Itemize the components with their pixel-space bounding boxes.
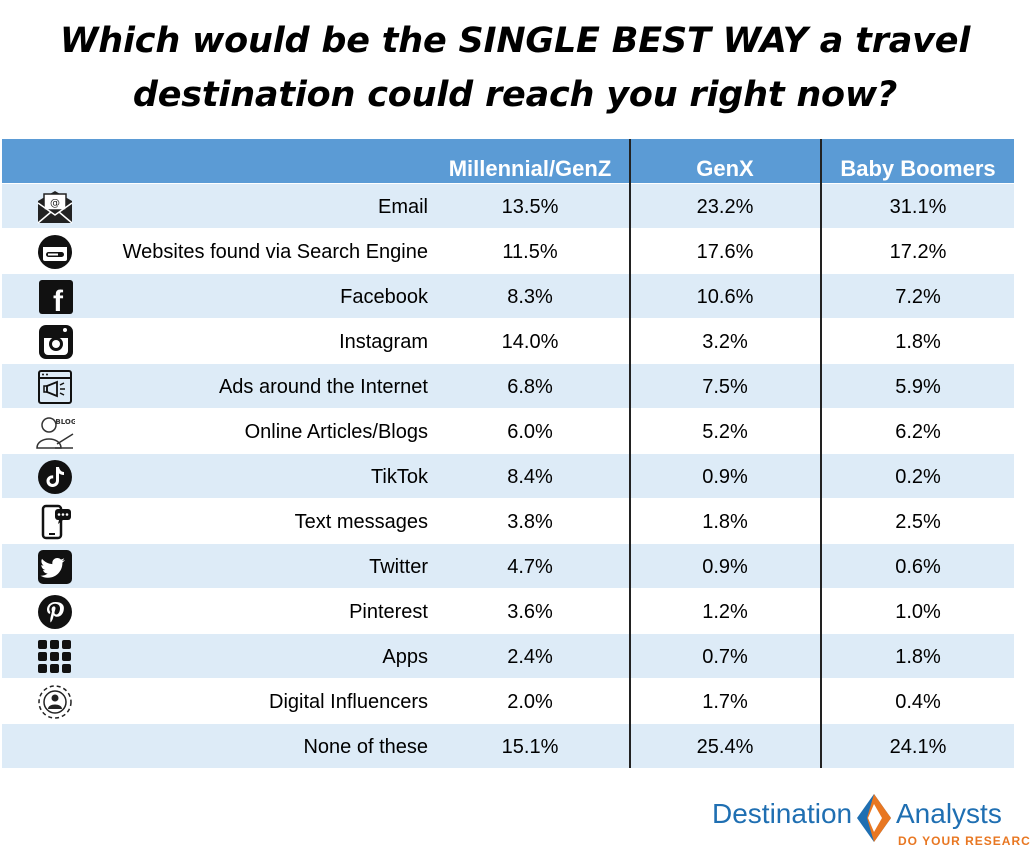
- cell-value: 25.4%: [696, 736, 754, 758]
- cell-value: 5.9%: [895, 376, 941, 398]
- table-row: Twitter 4.7% 0.9% 0.6%: [2, 543, 1014, 588]
- results-table: Millennial/GenZ GenX Baby Boomers @ Email…: [2, 139, 1014, 768]
- destination-analysts-logo: Destination Analysts DO YOUR RESEARCH: [712, 790, 1030, 850]
- cell-value: 15.1%: [501, 736, 559, 758]
- cell-value: 1.8%: [895, 646, 941, 668]
- cell-value: 3.6%: [507, 601, 553, 623]
- logo-tagline: DO YOUR RESEARCH: [898, 834, 1030, 848]
- table-header: Millennial/GenZ GenX Baby Boomers: [2, 139, 1014, 183]
- row-label: Twitter: [369, 556, 428, 578]
- cell-value: 6.0%: [507, 421, 553, 443]
- cell-value: 6.8%: [507, 376, 553, 398]
- pinterest-icon: [35, 594, 75, 630]
- cell-value: 3.8%: [507, 511, 553, 533]
- cell-value: 7.5%: [702, 376, 748, 398]
- cell-value: 2.4%: [507, 646, 553, 668]
- cell-value: 1.7%: [702, 691, 748, 713]
- svg-text:f: f: [53, 285, 64, 315]
- row-label: Online Articles/Blogs: [244, 421, 428, 443]
- column-header-genx: GenX: [696, 156, 754, 181]
- title-line-1: Which would be the SINGLE BEST WAY a tra…: [59, 21, 971, 61]
- cell-value: 0.6%: [895, 556, 941, 578]
- cell-value: 7.2%: [895, 286, 941, 308]
- cell-value: 10.6%: [696, 286, 754, 308]
- cell-value: 1.8%: [702, 511, 748, 533]
- instagram-icon: [35, 324, 75, 360]
- ads-icon: [35, 369, 75, 405]
- svg-text:@: @: [50, 198, 60, 209]
- cell-value: 1.8%: [895, 331, 941, 353]
- logo-text-analysts: Analysts: [896, 798, 1002, 829]
- cell-value: 11.5%: [502, 241, 558, 263]
- table-row: @ Email 13.5% 23.2% 31.1%: [2, 183, 1014, 228]
- table-row: f Facebook 8.3% 10.6% 7.2%: [2, 273, 1014, 318]
- row-label: Pinterest: [349, 601, 428, 623]
- cell-value: 1.2%: [702, 601, 748, 623]
- table-row: Websites found via Search Engine 11.5% 17.…: [2, 228, 1014, 273]
- row-label: Text messages: [294, 511, 428, 533]
- column-divider: [629, 139, 631, 768]
- column-divider: [820, 139, 822, 768]
- tiktok-icon: [35, 459, 75, 495]
- column-header-millennial-genz: Millennial/GenZ: [448, 156, 612, 181]
- cell-value: 1.0%: [895, 601, 941, 623]
- cell-value: 3.2%: [702, 331, 748, 353]
- search-engine-icon: [35, 234, 75, 270]
- row-label: Digital Influencers: [269, 691, 428, 713]
- cell-value: 14.0%: [501, 331, 559, 353]
- title-line-2: destination could reach you right now?: [132, 75, 898, 115]
- diamond-logo-icon: [857, 794, 891, 842]
- cell-value: 0.2%: [895, 466, 941, 488]
- table-body: @ Email 13.5% 23.2% 31.1% Websites found via …: [2, 183, 1014, 768]
- blog-icon: BLOG: [35, 414, 75, 450]
- cell-value: 31.1%: [889, 196, 947, 218]
- table-row: TikTok 8.4% 0.9% 0.2%: [2, 453, 1014, 498]
- row-label: Apps: [382, 646, 428, 668]
- cell-value: 5.2%: [702, 421, 748, 443]
- table-row: Instagram 14.0% 3.2% 1.8%: [2, 318, 1014, 363]
- cell-value: 13.5%: [501, 196, 559, 218]
- influencer-icon: [35, 684, 75, 720]
- table-row: None of these 15.1% 25.4% 24.1%: [2, 723, 1014, 768]
- cell-value: 17.6%: [696, 241, 754, 263]
- cell-value: 0.7%: [702, 646, 748, 668]
- cell-value: 2.5%: [895, 511, 941, 533]
- table-row: Ads around the Internet 6.8% 7.5% 5.9%: [2, 363, 1014, 408]
- row-label: Ads around the Internet: [218, 376, 428, 398]
- cell-value: 2.0%: [507, 691, 553, 713]
- cell-value: 8.3%: [507, 286, 553, 308]
- cell-value: 6.2%: [895, 421, 941, 443]
- cell-value: 0.9%: [702, 466, 748, 488]
- facebook-icon: f: [35, 279, 75, 315]
- cell-value: 0.9%: [702, 556, 748, 578]
- twitter-icon: [35, 549, 75, 585]
- cell-value: 24.1%: [889, 736, 947, 758]
- table-row: Text messages 3.8% 1.8% 2.5%: [2, 498, 1014, 543]
- column-header-baby-boomers: Baby Boomers: [840, 156, 996, 181]
- row-label: None of these: [303, 736, 428, 758]
- chart-title: Which would be the SINGLE BEST WAY a tra…: [0, 14, 1030, 122]
- cell-value: 17.2%: [889, 241, 947, 263]
- row-label: Facebook: [340, 286, 428, 308]
- table-row: Digital Influencers 2.0% 1.7% 0.4%: [2, 678, 1014, 723]
- row-label: Websites found via Search Engine: [122, 241, 428, 263]
- cell-value: 4.7%: [507, 556, 553, 578]
- text-message-icon: [35, 504, 75, 540]
- table-row: Pinterest 3.6% 1.2% 1.0%: [2, 588, 1014, 633]
- svg-text:BLOG: BLOG: [55, 418, 75, 426]
- logo-text-destination: Destination: [712, 798, 853, 829]
- table-row: BLOG Online Articles/Blogs 6.0% 5.2% 6.2%: [2, 408, 1014, 453]
- cell-value: 0.4%: [895, 691, 941, 713]
- row-label: TikTok: [370, 466, 428, 488]
- table-row: Apps 2.4% 0.7% 1.8%: [2, 633, 1014, 678]
- cell-value: 23.2%: [696, 196, 754, 218]
- row-label: Instagram: [339, 331, 428, 353]
- row-label: Email: [377, 196, 428, 218]
- cell-value: 8.4%: [507, 466, 553, 488]
- email-icon: @: [35, 189, 75, 225]
- apps-icon: [35, 639, 75, 675]
